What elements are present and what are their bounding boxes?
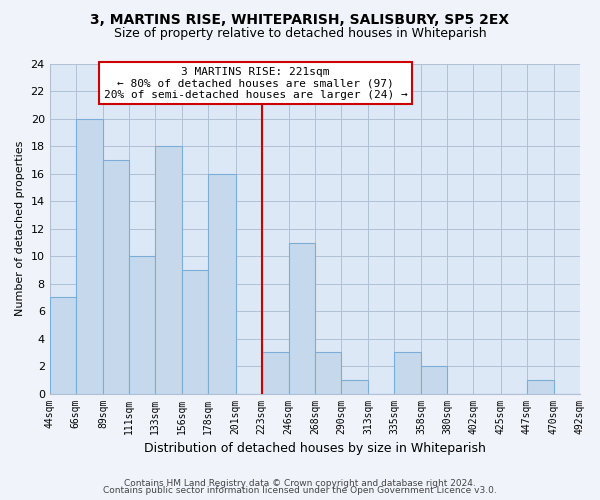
Bar	[129, 256, 155, 394]
Bar	[315, 352, 341, 394]
Bar	[50, 298, 76, 394]
Bar	[182, 270, 208, 394]
Text: Contains HM Land Registry data © Crown copyright and database right 2024.: Contains HM Land Registry data © Crown c…	[124, 478, 476, 488]
Text: 3, MARTINS RISE, WHITEPARISH, SALISBURY, SP5 2EX: 3, MARTINS RISE, WHITEPARISH, SALISBURY,…	[91, 12, 509, 26]
Bar	[289, 242, 315, 394]
Bar	[421, 366, 448, 394]
Bar	[527, 380, 554, 394]
Bar	[76, 119, 103, 394]
X-axis label: Distribution of detached houses by size in Whiteparish: Distribution of detached houses by size …	[144, 442, 486, 455]
Bar	[155, 146, 182, 394]
Bar	[103, 160, 129, 394]
Text: Size of property relative to detached houses in Whiteparish: Size of property relative to detached ho…	[113, 28, 487, 40]
Text: 3 MARTINS RISE: 221sqm
← 80% of detached houses are smaller (97)
20% of semi-det: 3 MARTINS RISE: 221sqm ← 80% of detached…	[104, 66, 407, 100]
Bar	[394, 352, 421, 394]
Text: Contains public sector information licensed under the Open Government Licence v3: Contains public sector information licen…	[103, 486, 497, 495]
Bar	[208, 174, 236, 394]
Bar	[262, 352, 289, 394]
Y-axis label: Number of detached properties: Number of detached properties	[15, 141, 25, 316]
Bar	[341, 380, 368, 394]
